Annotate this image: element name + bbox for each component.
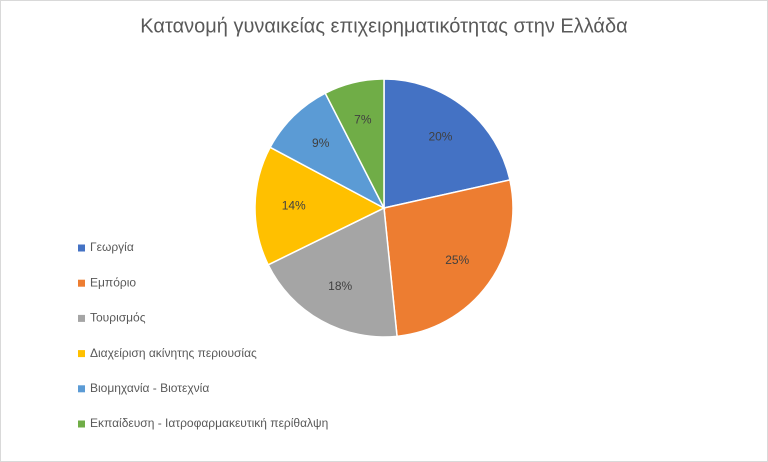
legend-marker: [78, 350, 85, 358]
legend-text: Εμπόριο: [90, 275, 136, 289]
legend-marker: [78, 385, 85, 393]
data-label: 7%: [354, 112, 372, 126]
pie-slice: [383, 179, 514, 338]
legend-marker: [78, 314, 85, 322]
legend-text: Εκπαίδευση - Ιατροφαρμακευτική περίθαλψη: [90, 416, 328, 430]
chart-title: Κατανομή γυναικείας επιχειρηματικότητας …: [140, 15, 627, 37]
legend-text: Γεωργία: [90, 240, 134, 254]
pie-slice: [267, 206, 398, 338]
data-label: 9%: [312, 136, 330, 150]
data-label: 20%: [428, 130, 452, 144]
data-label: 18%: [328, 279, 352, 293]
legend-text: Τουρισμός: [90, 311, 146, 325]
data-label: 14%: [282, 199, 306, 213]
legend-marker: [78, 420, 85, 428]
legend-text: Βιομηχανία - Βιοτεχνία: [90, 381, 209, 395]
pie-slice: [324, 78, 385, 209]
legend-text: Διαχείριση ακίνητης περιουσίας: [90, 346, 257, 360]
legend-marker: [78, 279, 85, 287]
pie-slice: [383, 78, 511, 209]
legend-marker: [78, 244, 85, 252]
data-label: 25%: [445, 253, 469, 267]
pie-slice: [269, 92, 386, 210]
pie-slice: [254, 146, 386, 266]
